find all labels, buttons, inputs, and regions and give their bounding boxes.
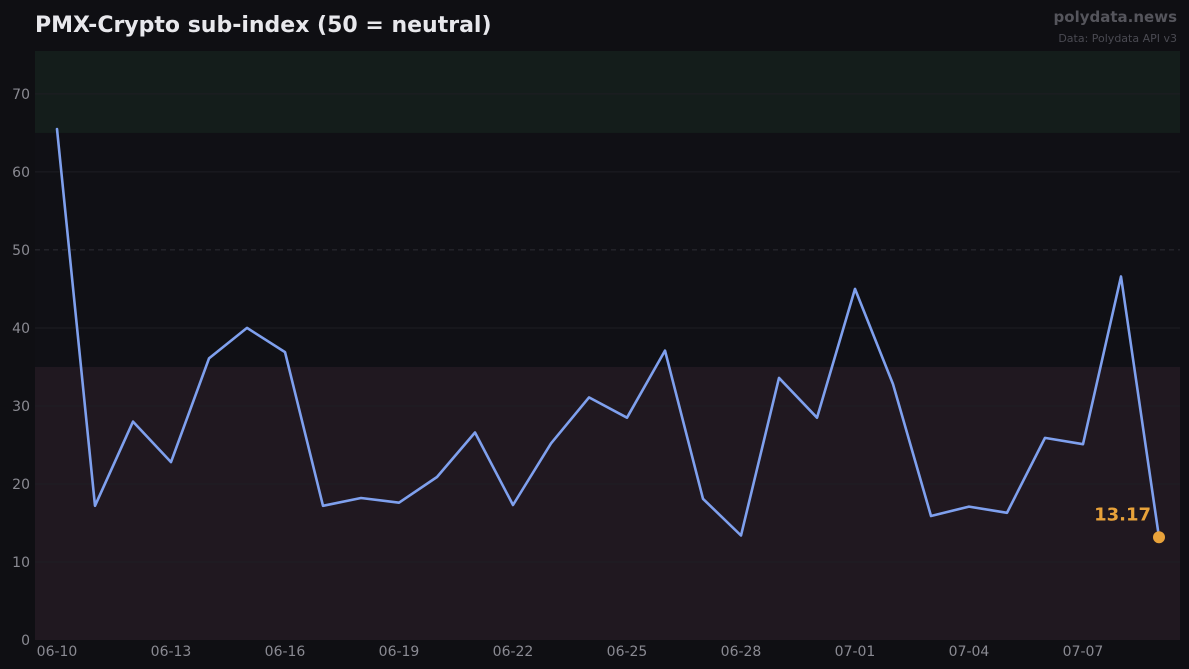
- plot-area: 0 10 20 30 40 50 60 70 06-10 06-13 06-16 06-19 06-22…: [12, 51, 1180, 660]
- chart-title: PMX-Crypto sub-index (50 = neutral): [35, 13, 492, 38]
- x-tick-label: 06-10: [37, 644, 78, 660]
- y-tick-label: 20: [12, 477, 30, 493]
- last-value-label: 13.17: [1094, 504, 1151, 525]
- x-tick-label: 06-25: [607, 644, 648, 660]
- y-tick-label: 10: [12, 555, 30, 571]
- upper-zone-band: [35, 51, 1180, 133]
- y-tick-label: 60: [12, 165, 30, 181]
- y-tick-label: 40: [12, 321, 30, 337]
- x-tick-label: 06-13: [151, 644, 192, 660]
- y-tick-label: 70: [12, 87, 30, 103]
- brand-watermark: polydata.news: [1054, 8, 1178, 26]
- x-tick-label: 06-19: [379, 644, 420, 660]
- x-tick-label: 06-22: [493, 644, 534, 660]
- x-tick-label: 06-28: [721, 644, 762, 660]
- y-tick-label: 30: [12, 399, 30, 415]
- last-value-point: [1153, 531, 1165, 544]
- pmx-crypto-series-line: [55, 127, 1161, 539]
- x-tick-label: 06-16: [265, 644, 306, 660]
- y-tick-label: 50: [12, 243, 30, 259]
- x-tick-label: 07-01: [835, 644, 876, 660]
- x-tick-label: 07-07: [1063, 644, 1104, 660]
- lower-zone-band: [35, 366, 1180, 640]
- data-source-note: Data: Polydata API v3: [1058, 32, 1177, 45]
- x-tick-label: 07-04: [949, 644, 990, 660]
- y-tick-label: 0: [21, 633, 30, 649]
